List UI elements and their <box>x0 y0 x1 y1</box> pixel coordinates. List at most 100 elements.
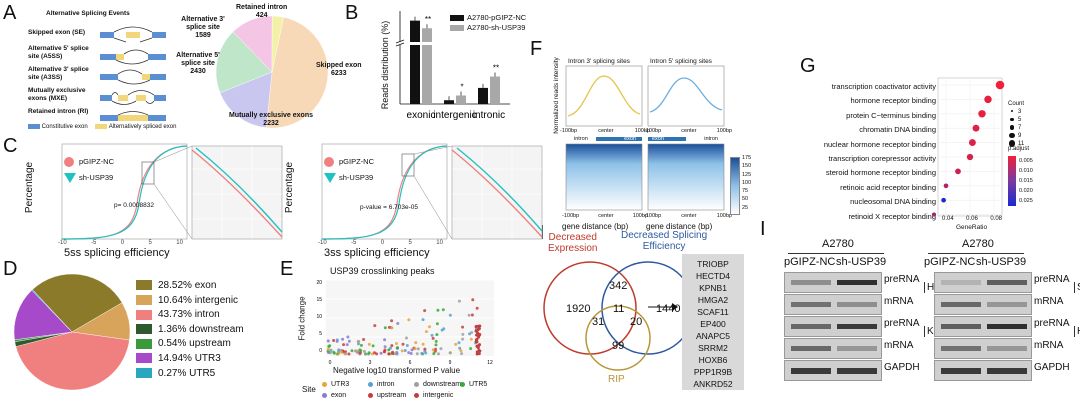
c-left-legend: pGIPZ-NC sh-USP39 <box>64 154 114 186</box>
ri-diagram <box>100 111 166 121</box>
splicing-events-header: Alternative Splicing Events <box>46 10 130 17</box>
scatter-point <box>345 343 349 347</box>
scatter-point <box>391 350 395 354</box>
venn-circle-rip <box>585 305 651 371</box>
f-right-axis-bottom-tick: center <box>681 213 697 219</box>
se-diagram <box>100 26 166 43</box>
scatter-point <box>468 332 472 336</box>
scatter-point <box>421 318 425 322</box>
e-ytick: 0 <box>319 348 322 354</box>
legend-sh-swatch <box>450 25 464 32</box>
c-right-pvalue: p-value = 6.703e-05 <box>360 204 419 211</box>
f-left-axis-bottom-tick: -100bp <box>562 213 580 219</box>
gene-name: ANKRD52 <box>693 379 733 389</box>
scatter-point <box>359 349 363 353</box>
gel-band <box>791 302 831 307</box>
panel-label-f: F <box>530 38 543 60</box>
go-term-label: transcription corepressor activity <box>828 154 936 164</box>
f-colorbar-tick: 75 <box>742 188 749 195</box>
i-right-cell-line: A2780 <box>962 238 994 250</box>
e-xtick: 0 <box>329 360 332 366</box>
f-left-axis-bottom-tick: center <box>598 213 614 219</box>
panel-label-a: A <box>3 2 17 24</box>
scatter-point <box>350 349 354 353</box>
scatter-point <box>401 342 405 346</box>
event-label-a5ss: Alternative 5' splice site (A5SS) <box>28 45 89 60</box>
pie-a-label-a3ss: Alternative 3' splice site 1589 <box>177 16 229 40</box>
e-legend-label: intergenic <box>423 392 454 399</box>
g-count-label: 7 <box>1017 125 1022 131</box>
c-right-legend: pGIPZ-NC sh-USP39 <box>324 154 374 186</box>
g-count-label: 9 <box>1017 133 1022 139</box>
venn-count-de-rip: 31 <box>592 316 605 328</box>
f-left-axis-tick: -100bp <box>560 128 578 134</box>
scatter-point <box>373 351 377 355</box>
c-left-tick: -10 <box>58 240 67 246</box>
gel-row-label: preRNA <box>884 318 920 329</box>
c-right-plot <box>321 143 543 240</box>
scatter-point <box>459 349 463 353</box>
panel-label-b: B <box>345 2 359 24</box>
gel-row-label: preRNA <box>1034 274 1070 285</box>
legend-label: 43.73% intron <box>158 309 220 321</box>
legend-nc-label: A2780-pGIPZ-NC <box>467 13 527 22</box>
gel-gene-label: HMGA2 <box>1074 326 1080 337</box>
go-term-dot <box>931 212 937 217</box>
scatter-point <box>387 348 391 352</box>
category-label: intergenic <box>433 110 476 121</box>
legend-swatch <box>136 367 152 378</box>
scatter-point <box>420 351 424 355</box>
scatter-point <box>476 346 480 350</box>
f-left-axis: -100bp center 100bp <box>560 128 650 134</box>
bar <box>422 28 432 104</box>
scatter-point <box>469 347 473 351</box>
c-left-pvalue: p= 0.0008832 <box>114 202 154 209</box>
gel-row-label: mRNA <box>1034 340 1064 351</box>
scatter-point <box>409 352 413 356</box>
panel-label-i: I <box>760 218 766 240</box>
panel-d-pie <box>13 273 131 391</box>
scatter-point <box>390 344 394 348</box>
g-xtick: 0.08 <box>990 216 1002 222</box>
c-right-legend-sh: sh-USP39 <box>324 170 374 186</box>
event-label-ri: Retained intron (RI) <box>28 108 89 115</box>
gel-band <box>941 302 981 307</box>
scatter-point <box>431 348 435 352</box>
f-colorbar-tick: 100 <box>742 179 752 186</box>
e-legend-item: upstream <box>368 390 414 401</box>
e-legend-label: UTR5 <box>469 381 488 388</box>
gene-name: ANAPC5 <box>695 331 730 341</box>
e-xtick: 3 <box>369 360 372 366</box>
f-colorbar-tick: 150 <box>742 163 752 170</box>
gel-row-label: preRNA <box>1034 318 1070 329</box>
scatter-point <box>390 319 394 323</box>
scatter-point <box>362 338 366 342</box>
gapdh-label: GAPDH <box>1034 362 1070 373</box>
pie-a-a5ss-value: 2430 <box>190 68 206 75</box>
scatter-point <box>395 351 399 355</box>
go-term-dot <box>955 168 961 175</box>
g-count-legend: Count 3 5 7 9 11 <box>1008 100 1024 148</box>
f-right-title: Intron 5' splicing sites <box>650 58 712 65</box>
legend-swatch <box>136 324 152 335</box>
gel-strip <box>934 316 1032 337</box>
scatter-point <box>423 347 427 351</box>
scatter-point <box>461 325 465 329</box>
e-legend-label: downstream <box>423 381 462 388</box>
venn-count-de-dse: 342 <box>609 280 628 292</box>
f-left-exon-bar <box>596 137 642 141</box>
scatter-point <box>329 348 333 352</box>
panel-a-pie <box>215 15 329 129</box>
g-padj-tick: 0.015 <box>1019 178 1033 184</box>
pie-d-legend-row: 1.36% downstream <box>136 323 244 338</box>
f-left-axis-tick: 100bp <box>634 128 650 134</box>
pie-a-a3ss-name: Alternative 3' splice site <box>181 16 225 31</box>
venn-label-dse: Decreased Splicing Efficiency <box>621 230 708 252</box>
panel-b-legend: A2780-pGIPZ-NC A2780-sh-USP39 <box>450 13 526 33</box>
venn-count-de-only: 1920 <box>566 303 591 315</box>
pie-d-legend-row: 14.94% UTR3 <box>136 352 244 367</box>
f-right-axis-tick: center <box>681 128 697 134</box>
scatter-point <box>347 339 351 343</box>
scatter-point <box>358 351 362 355</box>
pie-a-label-se: Skipped exon 6233 <box>316 62 362 78</box>
